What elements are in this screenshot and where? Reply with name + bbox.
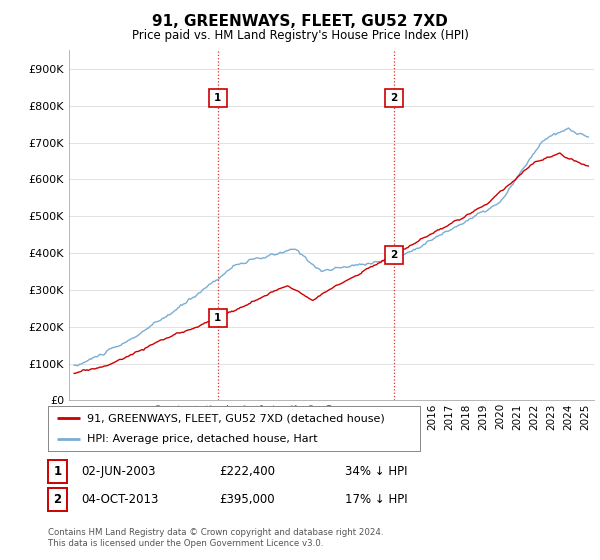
Text: 2: 2	[53, 493, 62, 506]
Text: 2: 2	[390, 94, 397, 103]
Text: 1: 1	[214, 314, 221, 324]
Text: 02-JUN-2003: 02-JUN-2003	[81, 465, 155, 478]
Text: 04-OCT-2013: 04-OCT-2013	[81, 493, 158, 506]
Text: 91, GREENWAYS, FLEET, GU52 7XD: 91, GREENWAYS, FLEET, GU52 7XD	[152, 14, 448, 29]
Text: HPI: Average price, detached house, Hart: HPI: Average price, detached house, Hart	[87, 433, 317, 444]
Text: 1: 1	[53, 465, 62, 478]
Text: Price paid vs. HM Land Registry's House Price Index (HPI): Price paid vs. HM Land Registry's House …	[131, 29, 469, 42]
Text: 34% ↓ HPI: 34% ↓ HPI	[345, 465, 407, 478]
Text: £395,000: £395,000	[219, 493, 275, 506]
Text: Contains HM Land Registry data © Crown copyright and database right 2024.
This d: Contains HM Land Registry data © Crown c…	[48, 528, 383, 548]
Text: 2: 2	[390, 250, 397, 260]
Text: 91, GREENWAYS, FLEET, GU52 7XD (detached house): 91, GREENWAYS, FLEET, GU52 7XD (detached…	[87, 413, 385, 423]
Text: £222,400: £222,400	[219, 465, 275, 478]
Text: 17% ↓ HPI: 17% ↓ HPI	[345, 493, 407, 506]
Text: 1: 1	[214, 94, 221, 103]
